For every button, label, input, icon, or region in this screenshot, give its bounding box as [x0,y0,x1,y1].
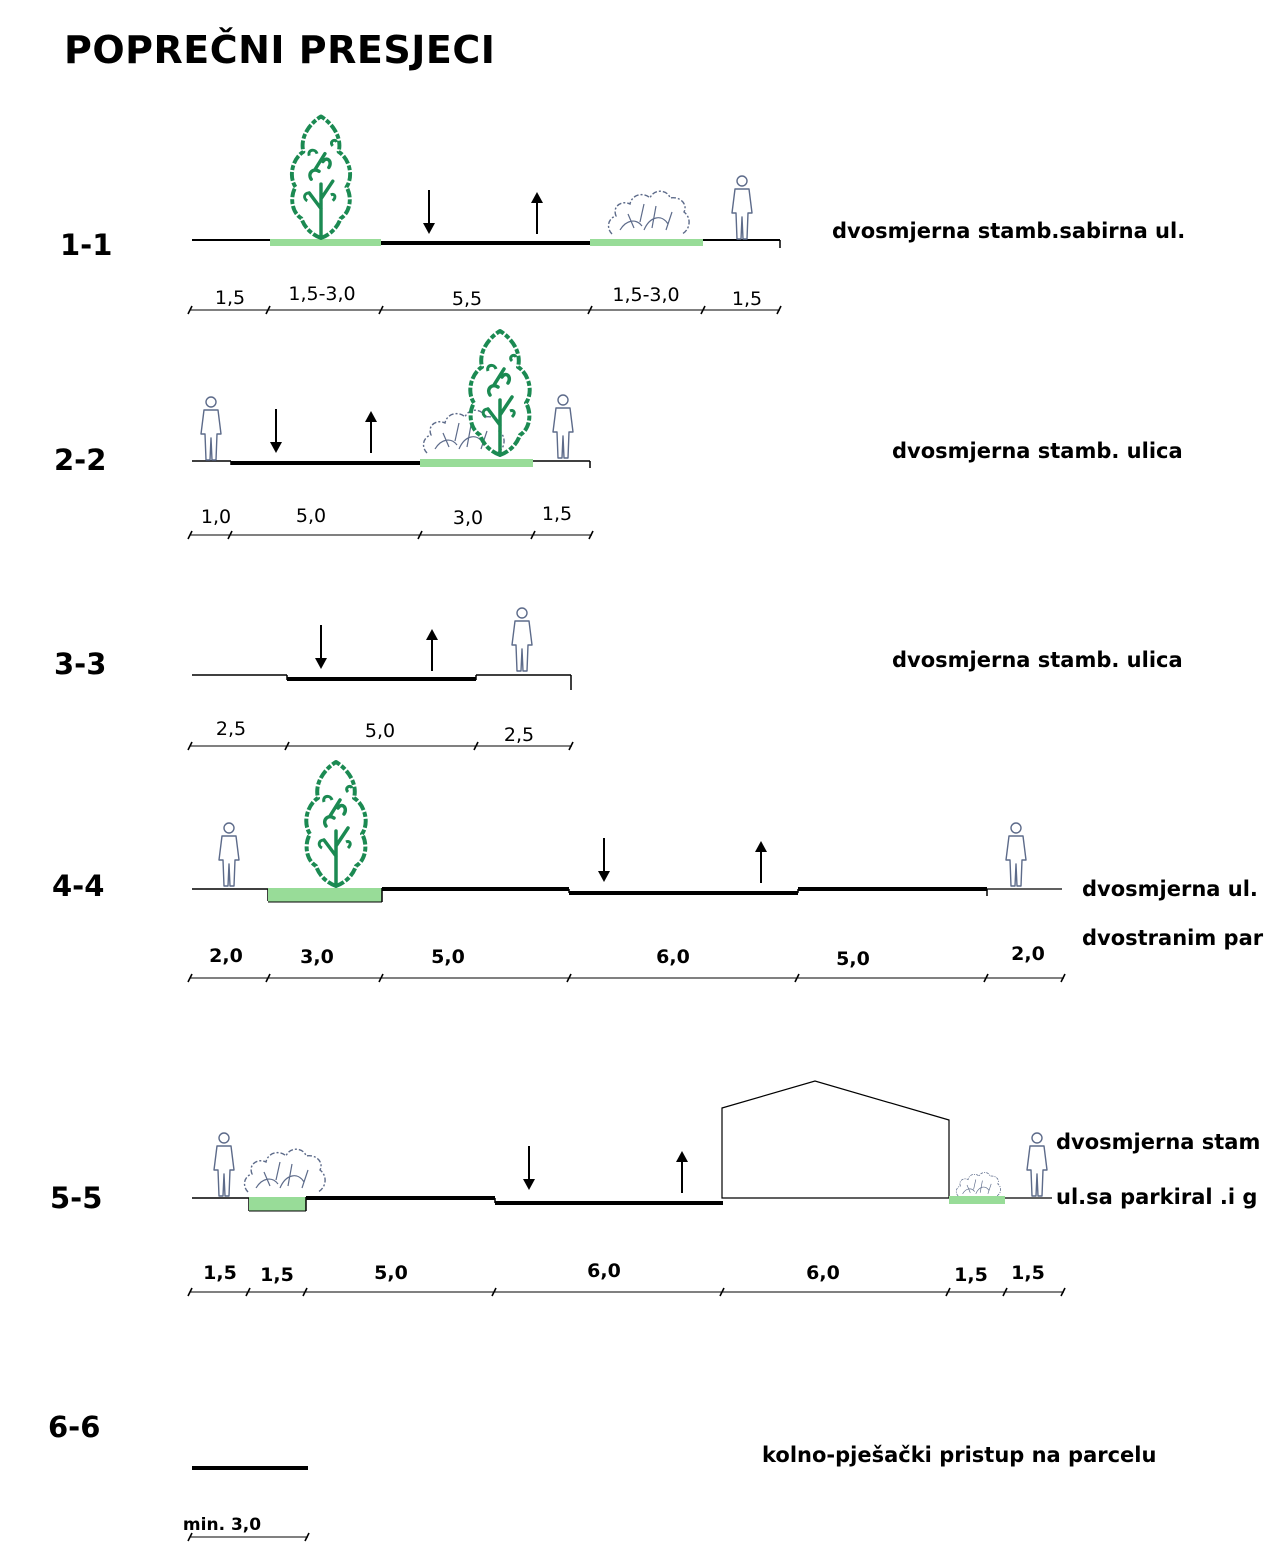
bush-icon [607,190,690,235]
pedestrian-icon [213,1132,235,1197]
arrow-up-icon [530,191,544,235]
section-4-dimension-line [187,973,1066,983]
dimension-label: 1,5 [214,287,246,309]
pedestrian-icon [200,396,222,461]
arrow-down-icon [269,408,283,454]
section-4-description-line-2: dvostranim par [1082,926,1264,950]
section-id-1: 1-1 [60,228,113,262]
section-2-description: dvosmjerna stamb. ulica [892,439,1183,463]
dimension-label: 6,0 [806,1262,840,1284]
dimension-label: 1,5 [1011,1262,1045,1284]
dimension-label: 5,0 [295,505,327,527]
dimension-label: 6,0 [587,1260,621,1282]
section-1-profile [192,239,781,248]
arrow-down-icon [597,837,611,883]
arrow-down-icon [422,189,436,235]
section-4-profile [192,887,1062,903]
pedestrian-icon [552,394,574,459]
section-1-description: dvosmjerna stamb.sabirna ul. [832,219,1186,243]
tree-icon [468,329,532,457]
section-2-profile [192,459,591,468]
section-6-description: kolno-pješački pristup na parcelu [762,1443,1157,1467]
section-3-description: dvosmjerna stamb. ulica [892,648,1183,672]
arrow-down-icon [522,1145,536,1191]
section-5-description-line-2: ul.sa parkiral .i g [1056,1185,1258,1209]
pedestrian-icon [218,822,240,887]
section-5-dimension-line [187,1287,1066,1297]
pedestrian-icon [731,175,753,240]
section-6-dimension-line [187,1532,310,1542]
dimension-label: min. 3,0 [182,1515,262,1535]
section-id-4: 4-4 [52,869,105,903]
dimension-label: 1,5 [731,288,763,310]
arrow-down-icon [314,624,328,670]
dimension-label: 5,0 [836,948,870,970]
section-1-dimension-line [187,305,782,315]
arrow-up-icon [425,628,439,672]
section-id-6: 6-6 [48,1410,101,1444]
dimension-label: 1,5 [954,1264,988,1286]
section-4-description-line-1: dvosmjerna ul. [1082,877,1258,901]
bush-icon [955,1172,1001,1197]
dimension-label: 1,5 [203,1262,237,1284]
dimension-label: 1,5 [260,1264,294,1286]
dimension-label: 3,0 [452,507,484,529]
dimension-label: 5,0 [364,720,396,742]
section-id-3: 3-3 [54,647,107,681]
section-3-profile [192,674,572,690]
dimension-label: 2,0 [209,945,243,967]
section-2-dimension-line [187,530,594,540]
dimension-label: 1,5-3,0 [288,283,356,305]
bush-icon [243,1148,326,1193]
dimension-label: 2,5 [503,724,535,746]
pedestrian-icon [511,607,533,672]
dimension-label: 1,5 [541,503,573,525]
arrow-up-icon [754,840,768,884]
dimension-label: 1,5-3,0 [612,284,680,306]
section-id-5: 5-5 [50,1181,103,1215]
dimension-label: 5,0 [374,1262,408,1284]
section-5-description-line-1: dvosmjerna stam [1056,1130,1261,1154]
section-id-2: 2-2 [54,443,107,477]
dimension-label: 6,0 [656,946,690,968]
dimension-label: 2,5 [215,718,247,740]
section-5-profile [192,1080,1052,1212]
pedestrian-icon [1026,1132,1048,1197]
section-3-dimension-line [187,741,574,751]
tree-icon [304,760,368,888]
dimension-label: 1,0 [200,506,232,528]
tree-icon [289,114,353,240]
page-title: POPREČNI PRESJECI [64,28,496,72]
arrow-up-icon [675,1150,689,1194]
arrow-up-icon [364,410,378,454]
dimension-label: 5,5 [451,288,483,310]
pedestrian-icon [1005,822,1027,887]
dimension-label: 2,0 [1011,943,1045,965]
dimension-label: 3,0 [300,946,334,968]
dimension-label: 5,0 [431,946,465,968]
